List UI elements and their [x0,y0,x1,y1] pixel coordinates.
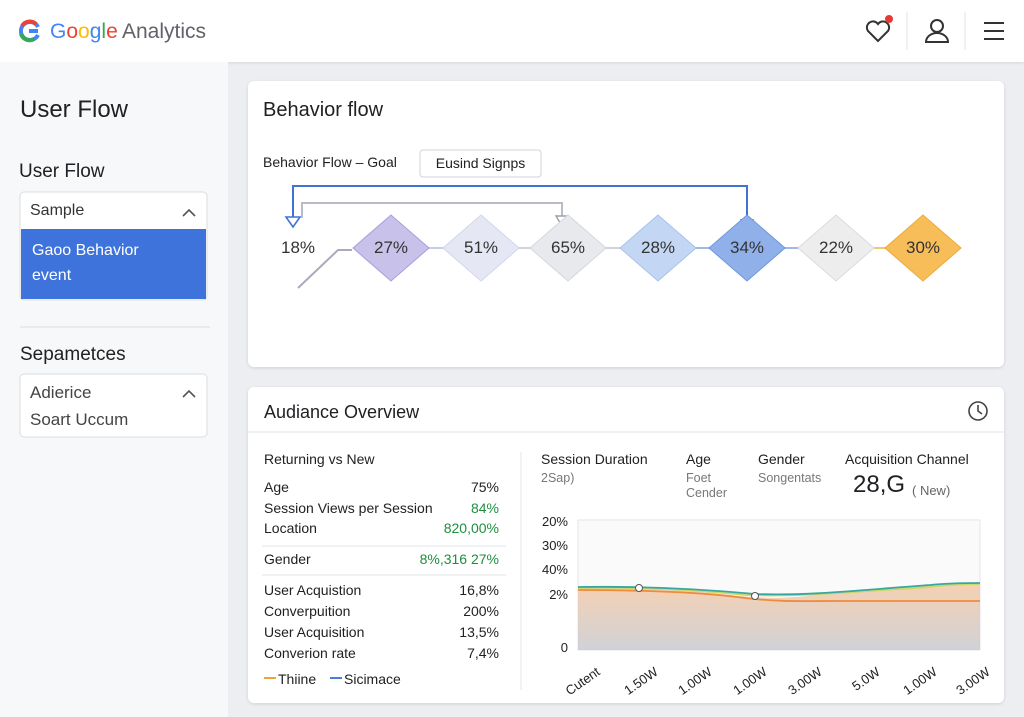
section-label: User Flow [19,161,105,182]
metric-label: User Acquisition [264,624,365,640]
column-subtitle: Songentats [758,471,822,485]
y-tick-label: 2% [549,587,568,602]
column-value: 28,G [853,471,906,498]
card-title: Audiance Overview [264,402,420,422]
selected-item-label[interactable]: Gaoo Behavior event [32,242,139,284]
behavior-card [248,81,1004,367]
column-subtitle: 2Sap) [541,471,575,485]
selected-item[interactable] [21,229,206,299]
column-title: Session Duration [541,451,648,467]
flow-node[interactable] [797,214,875,282]
account-icon[interactable] [924,19,950,43]
logo-google: Google [50,20,118,43]
flow-node-label: 34% [729,238,765,257]
menu-icon[interactable] [984,22,1004,40]
flow-node-label: 28% [640,238,676,257]
flow-node-label: 51% [463,238,499,257]
metric-value: 75% [470,479,499,495]
dropdown-box[interactable] [19,373,208,438]
favorites-icon[interactable] [865,20,891,43]
legend-label: Sicimace [344,671,401,687]
metric-value: 7,4% [467,645,499,661]
column-subtitle: Cender [686,486,727,500]
chart-line [577,582,981,596]
metric-value: 200% [463,603,499,619]
chart-line [577,589,980,603]
flow-node[interactable] [442,214,520,282]
legend-label: Thiine [278,671,317,687]
dropdown-item[interactable]: Soart Uccum [30,410,129,429]
top-bar [0,0,1024,62]
section-heading: Returning vs New [264,451,375,467]
metric-value: 8%,316 27% [419,551,499,567]
metric-label: Location [264,520,317,536]
history-icon[interactable] [968,401,988,421]
y-tick-label: 20% [541,514,568,529]
flow-node[interactable] [708,214,786,282]
flow-node[interactable] [619,214,697,282]
segment-button[interactable] [419,149,542,178]
flow-node[interactable] [884,214,962,282]
logo-product: Analytics [122,20,207,43]
metric-label: Converion rate [264,645,356,661]
column-note: ( New) [912,483,951,498]
section-label: Sepametces [20,344,126,365]
notification-dot [885,15,893,23]
metric-value: 84% [470,500,499,516]
column-title: Age [686,451,711,467]
flow-node-label: 18% [280,238,316,257]
metric-value: 16,8% [459,582,499,598]
flow-node[interactable] [529,214,607,282]
dropdown-item[interactable]: Adierice [30,383,92,402]
sidebar-title: User Flow [20,96,129,123]
dropdown-label[interactable]: Sample [30,202,85,219]
y-tick-label: 40% [541,562,568,577]
chart-point [635,584,643,592]
metric-label: Session Views per Session [264,500,433,516]
column-title: Acquisition Channel [845,451,969,467]
metric-value: 820,00% [443,520,499,536]
flow-node-label: 27% [373,238,409,257]
metric-label: Age [264,479,289,495]
flow-subtitle: Behavior Flow – Goal [263,154,397,170]
google-g-icon [18,19,40,43]
metric-value: 13,5% [459,624,499,640]
card-title: Behavior flow [263,99,384,121]
y-tick-label: 0 [560,640,568,655]
chevron [182,389,196,398]
metric-label: User Acquistion [264,582,362,598]
flow-node-label: 65% [550,238,586,257]
chevron [182,208,196,217]
y-tick-label: 30% [541,538,568,553]
metric-label: Converpuition [264,603,351,619]
segment-button-label[interactable]: Eusind Signps [435,155,526,171]
chart-line [577,583,981,597]
metric-label: Gender [264,551,311,567]
column-subtitle: Foet [686,471,712,485]
chart-point [751,592,759,600]
column-title: Gender [758,451,805,467]
flow-node-label: 22% [818,238,854,257]
flow-node-label: 30% [905,238,941,257]
flow-node[interactable] [352,214,430,282]
